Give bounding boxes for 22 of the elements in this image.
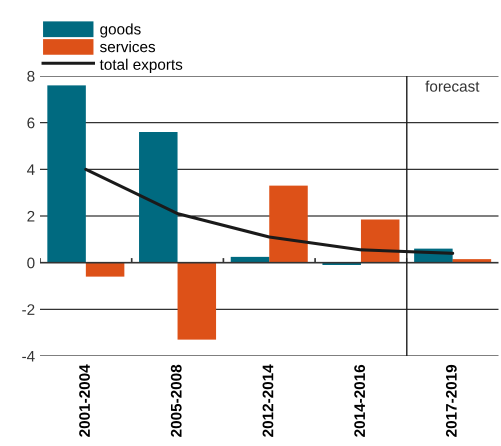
y-tick-label: -2 — [22, 304, 34, 315]
bar — [178, 262, 216, 340]
legend-label: services — [100, 41, 156, 52]
x-tick-label: 2012-2014 — [262, 364, 274, 437]
x-tick-label: 2005-2008 — [170, 364, 182, 437]
ref-line-label: forecast — [425, 80, 480, 92]
y-tick-label: 4 — [26, 164, 35, 175]
x-tick-label: 2014-2016 — [354, 364, 366, 437]
y-tick-label: 0 — [27, 258, 35, 268]
legend-label: total exports — [100, 58, 182, 73]
x-tick-label: 2001-2004 — [79, 364, 90, 437]
bar — [269, 186, 308, 263]
y-tick-label: 6 — [27, 118, 34, 128]
y-tick-label: 8 — [27, 70, 34, 82]
y-tick-label: -4 — [22, 351, 35, 362]
bar — [86, 262, 124, 277]
bar — [139, 132, 178, 263]
x-tick-label: 2017-2019 — [446, 364, 457, 437]
bar — [47, 85, 86, 263]
legend-label: goods — [100, 23, 141, 38]
bar — [360, 220, 400, 263]
y-tick-label: 2 — [27, 210, 34, 222]
